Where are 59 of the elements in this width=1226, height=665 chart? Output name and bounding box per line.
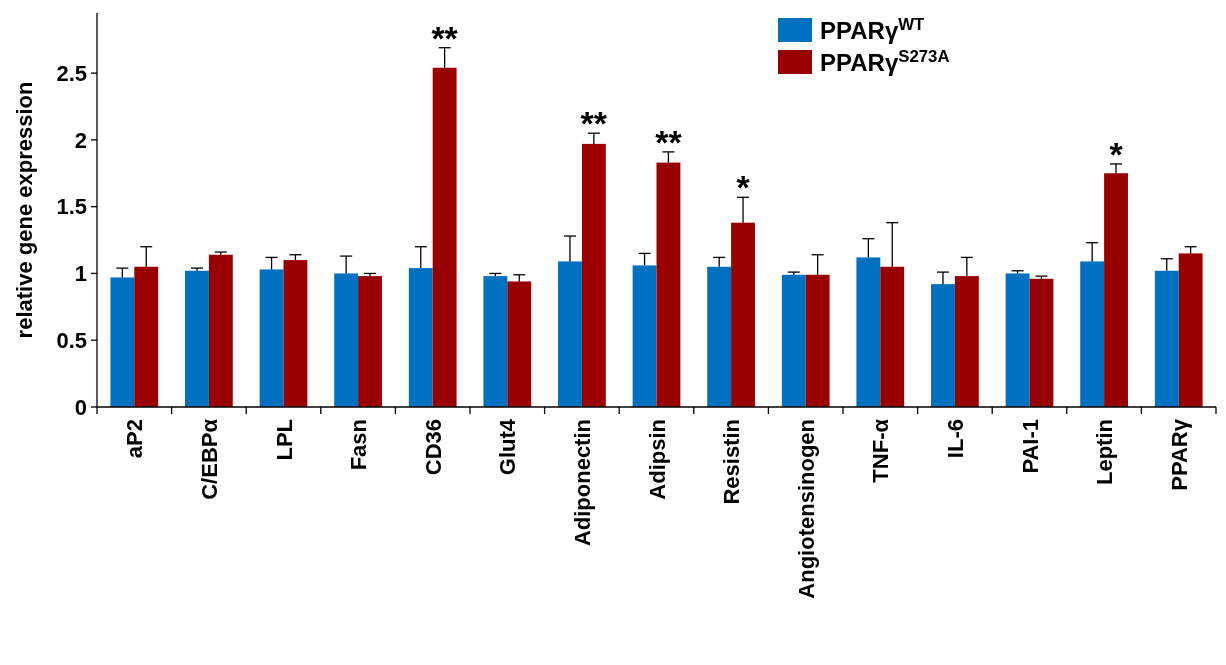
bar (185, 270, 209, 407)
bar (954, 276, 979, 407)
bar (358, 276, 382, 407)
x-tick-label: TNF-α (868, 418, 894, 483)
y-tick-label: 2 (74, 127, 87, 153)
bar (1154, 270, 1179, 407)
bar (581, 143, 606, 407)
bar (259, 269, 284, 407)
x-tick-label: Leptin (1092, 419, 1118, 485)
x-tick-label: aP2 (122, 419, 148, 459)
bar (432, 67, 457, 407)
data-label: ** (580, 104, 608, 143)
y-tick-label: 0 (74, 394, 87, 420)
bar (1080, 261, 1105, 407)
y-axis-title: relative gene expression (12, 81, 37, 339)
y-tick-label: 2.5 (56, 60, 87, 86)
legend-label: PPARγ$^{S273A}$ (820, 46, 950, 76)
data-label: ** (655, 122, 683, 161)
x-tick-label: CD36 (420, 419, 446, 476)
x-tick-label: LPL (271, 419, 297, 461)
x-tick-label: Adiponectin (569, 419, 595, 547)
bar (334, 273, 359, 407)
bar (1005, 273, 1030, 407)
y-tick-label: 1.5 (56, 194, 87, 220)
bar (707, 266, 732, 407)
legend-label: PPARγ$^{WT}$ (820, 14, 926, 44)
bar (134, 266, 159, 407)
bar (931, 284, 955, 407)
bar (805, 274, 830, 407)
bar (856, 257, 881, 407)
bar (558, 261, 582, 407)
bar (507, 281, 532, 407)
y-tick-label: 1 (74, 261, 87, 287)
bar (880, 266, 905, 407)
bar (656, 162, 681, 407)
bar (208, 254, 233, 407)
x-tick-label: C/EBPα (196, 418, 222, 500)
x-tick-label: PAI-1 (1017, 419, 1043, 474)
bar (1178, 253, 1203, 407)
bar (781, 274, 806, 407)
data-label: ** (431, 18, 459, 57)
x-tick-label: IL-6 (942, 419, 968, 459)
data-label: * (1109, 134, 1124, 173)
bar (731, 222, 755, 407)
x-tick-label: PPARγ (1166, 418, 1192, 491)
bar (408, 268, 433, 407)
bar (483, 276, 508, 407)
y-tick-label: 0.5 (56, 327, 87, 353)
bar (110, 277, 135, 407)
bar (1029, 278, 1054, 407)
x-tick-label: Fasn (346, 419, 372, 471)
bar (1104, 173, 1128, 407)
data-label: * (736, 168, 751, 207)
x-tick-label: Resistin (719, 419, 745, 505)
bar (632, 265, 657, 407)
bar (283, 260, 308, 407)
x-tick-label: Glut4 (495, 418, 521, 476)
x-tick-label: Angiotensinogen (793, 419, 819, 599)
x-tick-label: Adipsin (644, 419, 670, 500)
